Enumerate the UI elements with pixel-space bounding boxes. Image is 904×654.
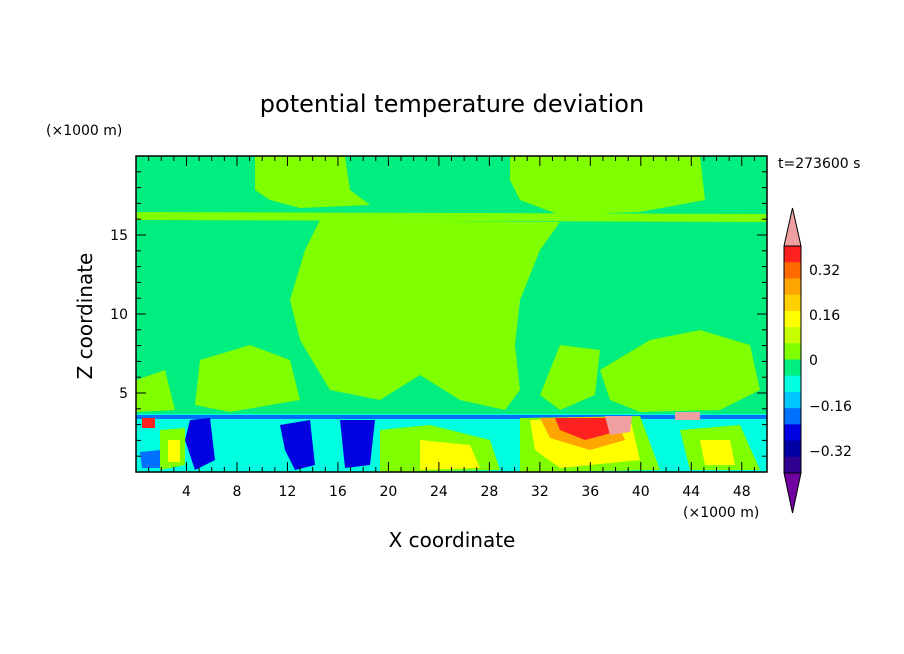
warm-region-far-left — [136, 370, 175, 412]
warm-cell — [168, 440, 180, 462]
colorbar-swatch — [784, 262, 801, 279]
x-tick-label: 12 — [279, 484, 297, 500]
colorbar-swatch — [784, 408, 801, 425]
y-axis-title: Z coordinate — [73, 253, 97, 380]
y-axis: 5 10 15 — [110, 171, 767, 457]
chart-title: potential temperature deviation — [260, 90, 644, 118]
inversion-line — [136, 415, 767, 419]
cold-cell — [185, 418, 215, 470]
warm-region-mid-right — [540, 345, 600, 410]
colorbar-upper-extend — [783, 207, 802, 247]
colorbar-swatch — [784, 246, 801, 263]
cold-cell — [340, 420, 375, 468]
colorbar-swatch — [784, 424, 801, 442]
colorbar-swatch — [784, 343, 801, 360]
colorbar-swatch — [784, 294, 801, 312]
warm-region-upper-right — [510, 156, 705, 215]
x-axis-title: X coordinate — [389, 528, 516, 552]
colorbar-swatch — [784, 375, 801, 393]
time-label: t=273600 s — [778, 156, 860, 172]
colorbar-lower-extend — [783, 472, 802, 514]
x-tick-label: 40 — [632, 484, 650, 500]
y-tick-label: 10 — [110, 307, 128, 323]
colorbar-swatch — [784, 278, 801, 296]
x-tick-label: 16 — [329, 484, 347, 500]
colorbar-frame — [783, 245, 802, 474]
warm-region-left — [195, 345, 300, 412]
x-unit-label: (×1000 m) — [683, 505, 759, 521]
x-tick-label: 4 — [182, 484, 191, 500]
colorbar-label: 0.32 — [809, 263, 840, 279]
warm-peak — [142, 418, 155, 428]
x-tick-label: 48 — [733, 484, 751, 500]
x-tick-label: 20 — [379, 484, 397, 500]
colorbar-label: −0.16 — [809, 399, 852, 415]
colorbar-swatch — [784, 391, 801, 409]
y-tick-label: 5 — [119, 386, 128, 402]
warm-region-right — [600, 330, 760, 412]
colorbar-swatch — [784, 310, 801, 328]
colorbar-swatch — [784, 456, 801, 474]
colorbar-swatch — [784, 359, 801, 377]
contour-field — [136, 156, 767, 472]
x-tick-label: 24 — [430, 484, 448, 500]
colorbar-label: −0.32 — [809, 444, 852, 460]
colorbar-swatch — [784, 440, 801, 458]
x-tick-label: 28 — [480, 484, 498, 500]
x-axis: 4 8 12 16 20 24 28 32 36 40 44 48 — [148, 156, 755, 500]
y-unit-label: (×1000 m) — [46, 123, 122, 139]
x-tick-label: 36 — [581, 484, 599, 500]
warm-peak — [605, 416, 632, 435]
colorbar: 0.32 0.16 0 −0.16 −0.32 — [783, 207, 852, 514]
warm-region-upper-left — [255, 156, 370, 208]
warm-peak — [675, 412, 700, 420]
colorbar-label: 0 — [809, 353, 818, 369]
colorbar-swatch — [784, 327, 801, 344]
cold-cell — [140, 450, 160, 468]
warm-core — [555, 418, 615, 440]
x-tick-label: 8 — [232, 484, 241, 500]
cold-cell — [280, 420, 315, 470]
y-tick-label: 15 — [110, 228, 128, 244]
x-tick-label: 32 — [531, 484, 549, 500]
warm-cell — [420, 440, 480, 470]
warm-stripe — [136, 212, 767, 222]
colorbar-label: 0.16 — [809, 308, 840, 324]
x-tick-label: 44 — [682, 484, 700, 500]
warm-region-central — [290, 220, 560, 410]
warm-cell — [700, 440, 735, 465]
